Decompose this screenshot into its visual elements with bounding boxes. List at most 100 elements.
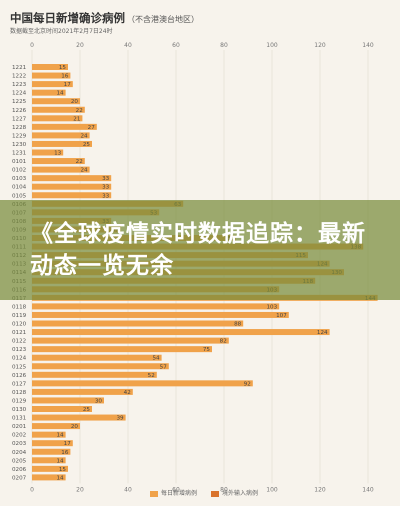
bar-1229 bbox=[32, 132, 90, 139]
data-label-1231: 13 bbox=[54, 151, 62, 157]
bar-0204 bbox=[32, 448, 71, 455]
x-tick-bottom-40: 40 bbox=[124, 486, 132, 493]
category-label-1222: 1222 bbox=[12, 74, 26, 80]
category-label-0202: 0202 bbox=[12, 433, 26, 439]
bar-0118 bbox=[32, 303, 280, 310]
data-label-1221: 15 bbox=[59, 65, 67, 71]
category-label-1224: 1224 bbox=[12, 91, 27, 97]
data-label-1228: 27 bbox=[88, 125, 96, 131]
category-label-0101: 0101 bbox=[12, 159, 27, 165]
bar-1222 bbox=[32, 72, 71, 79]
data-label-1227: 21 bbox=[73, 116, 81, 122]
category-label-0102: 0102 bbox=[12, 168, 26, 174]
data-label-0205: 14 bbox=[56, 458, 64, 464]
category-label-0204: 0204 bbox=[12, 450, 27, 456]
data-label-0201: 20 bbox=[71, 424, 79, 430]
category-label-0206: 0206 bbox=[12, 467, 27, 473]
category-label-0203: 0203 bbox=[12, 441, 27, 447]
data-label-0129: 30 bbox=[95, 398, 103, 404]
data-label-1226: 22 bbox=[76, 108, 83, 114]
bar-0119 bbox=[32, 311, 289, 318]
category-label-0127: 0127 bbox=[12, 381, 27, 387]
data-label-1223: 17 bbox=[64, 82, 72, 88]
chart-subtitle: （不含港澳台地区） bbox=[127, 15, 199, 24]
bar-0201 bbox=[32, 423, 80, 430]
category-label-0104: 0104 bbox=[12, 185, 27, 191]
category-label-1231: 1231 bbox=[12, 151, 27, 157]
data-label-0128: 42 bbox=[124, 390, 131, 396]
data-label-1229: 24 bbox=[80, 133, 88, 139]
category-label-1221: 1221 bbox=[12, 65, 27, 71]
x-tick-top-0: 0 bbox=[30, 42, 34, 49]
bar-0124 bbox=[32, 354, 162, 361]
data-label-0123: 75 bbox=[203, 347, 211, 353]
data-label-0207: 14 bbox=[56, 475, 64, 481]
category-label-0201: 0201 bbox=[12, 424, 27, 430]
bar-0122 bbox=[32, 337, 229, 344]
category-label-1225: 1225 bbox=[12, 99, 27, 105]
category-label-1227: 1227 bbox=[12, 116, 27, 122]
bar-0104 bbox=[32, 183, 112, 190]
data-label-0131: 39 bbox=[116, 416, 124, 422]
data-label-0206: 15 bbox=[59, 467, 67, 473]
bar-1226 bbox=[32, 106, 85, 113]
headline-text: 《全球疫情实时数据追踪：最新动态一览无余 bbox=[30, 221, 366, 279]
data-label-0119: 107 bbox=[276, 313, 287, 319]
bar-0102 bbox=[32, 166, 90, 173]
category-label-0207: 0207 bbox=[12, 475, 27, 481]
data-label-1222: 16 bbox=[61, 74, 69, 80]
bar-0206 bbox=[32, 465, 68, 472]
category-label-0126: 0126 bbox=[12, 373, 27, 379]
bar-0126 bbox=[32, 371, 157, 378]
chart-legend: 每日新增病例 境外输入病例 bbox=[150, 488, 258, 497]
bar-1231 bbox=[32, 149, 64, 156]
data-label-0102: 24 bbox=[80, 168, 88, 174]
data-source-note: 数据截至北京时间2021年2月7日24时 bbox=[10, 28, 113, 35]
bar-0120 bbox=[32, 320, 244, 327]
bar-0127 bbox=[32, 380, 253, 387]
bar-1228 bbox=[32, 123, 97, 130]
bar-0131 bbox=[32, 414, 126, 421]
bar-0123 bbox=[32, 346, 212, 353]
x-tick-bottom-120: 120 bbox=[314, 486, 326, 493]
data-label-0126: 52 bbox=[148, 373, 155, 379]
data-label-1224: 14 bbox=[56, 91, 64, 97]
bar-0101 bbox=[32, 158, 85, 165]
x-tick-top-40: 40 bbox=[124, 42, 132, 49]
data-label-0103: 33 bbox=[102, 176, 110, 182]
x-tick-bottom-80: 80 bbox=[220, 486, 228, 493]
bar-0205 bbox=[32, 457, 66, 464]
data-label-0125: 57 bbox=[160, 364, 168, 370]
category-label-0123: 0123 bbox=[12, 347, 27, 353]
x-tick-bottom-60: 60 bbox=[172, 486, 180, 493]
category-label-0122: 0122 bbox=[12, 339, 26, 345]
category-label-1223: 1223 bbox=[12, 82, 27, 88]
data-label-0127: 92 bbox=[244, 381, 251, 387]
data-label-0130: 25 bbox=[83, 407, 91, 413]
x-tick-top-120: 120 bbox=[314, 42, 326, 49]
category-label-0103: 0103 bbox=[12, 176, 27, 182]
category-label-1226: 1226 bbox=[12, 108, 27, 114]
bar-0128 bbox=[32, 388, 133, 395]
legend-swatch-local bbox=[150, 490, 158, 497]
data-label-0105: 33 bbox=[102, 193, 110, 199]
category-label-0129: 0129 bbox=[12, 398, 27, 404]
category-label-1228: 1228 bbox=[12, 125, 27, 131]
category-label-1229: 1229 bbox=[12, 133, 27, 139]
data-label-0204: 16 bbox=[61, 450, 69, 456]
data-label-0121: 124 bbox=[317, 330, 328, 336]
legend-item-imported: 境外输入病例 bbox=[211, 488, 258, 497]
headline-overlay: 《全球疫情实时数据追踪：最新动态一览无余 bbox=[0, 200, 400, 300]
category-label-0121: 0121 bbox=[12, 330, 27, 336]
data-label-0124: 54 bbox=[152, 356, 160, 362]
category-label-0105: 0105 bbox=[12, 193, 27, 199]
bar-0207 bbox=[32, 474, 66, 481]
legend-swatch-imported bbox=[211, 490, 220, 497]
category-label-0205: 0205 bbox=[12, 458, 27, 464]
data-label-1230: 25 bbox=[83, 142, 91, 148]
bar-0129 bbox=[32, 397, 104, 404]
x-tick-bottom-100: 100 bbox=[266, 486, 278, 493]
category-label-0119: 0119 bbox=[12, 313, 27, 319]
bar-1223 bbox=[32, 81, 73, 88]
